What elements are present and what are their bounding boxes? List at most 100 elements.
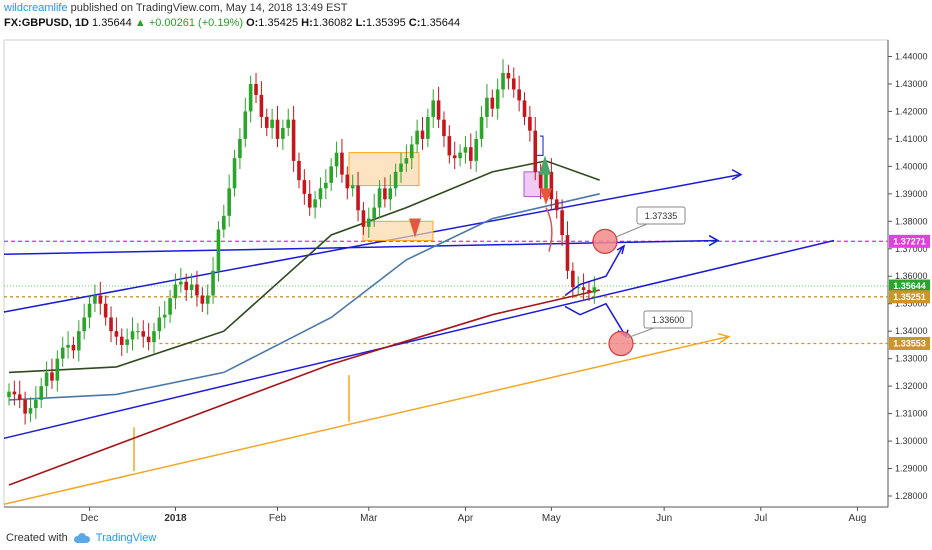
y-tick-label: 1.30000 bbox=[895, 436, 928, 446]
price-axis-badge bbox=[889, 336, 930, 350]
channel-arrow-icon bbox=[731, 168, 743, 181]
supply-zone-box bbox=[348, 152, 420, 187]
candle-body bbox=[243, 111, 248, 139]
down-arrow-icon bbox=[540, 188, 552, 205]
candle-body bbox=[361, 210, 366, 227]
candle-body bbox=[168, 298, 172, 315]
candle-body bbox=[538, 171, 543, 189]
lower-channel-line bbox=[3, 239, 835, 440]
candle-body bbox=[533, 130, 538, 172]
candle-body bbox=[592, 287, 597, 293]
y-tick-label: 1.42000 bbox=[895, 106, 928, 116]
curve-marker bbox=[545, 207, 553, 252]
candle-body bbox=[356, 185, 360, 211]
candle-body bbox=[318, 188, 323, 200]
annotation-box bbox=[636, 206, 686, 225]
y-tick-label: 1.32000 bbox=[895, 381, 928, 391]
x-tick-label: Mar bbox=[360, 513, 378, 524]
price-change: +0.00261 (+0.19%) bbox=[148, 17, 243, 29]
price-axis-badge bbox=[889, 234, 930, 248]
candle-body bbox=[463, 147, 468, 153]
candle-body bbox=[452, 155, 457, 159]
author-link[interactable]: wildcreamlife bbox=[4, 2, 68, 14]
candle-body bbox=[281, 127, 285, 139]
candle-body bbox=[587, 289, 591, 293]
candle-body bbox=[490, 97, 495, 109]
x-tick-label: Jul bbox=[754, 513, 767, 524]
low-label: L: bbox=[355, 17, 366, 29]
candle-body bbox=[495, 89, 500, 109]
demand-zone-box bbox=[362, 220, 434, 242]
candle-body bbox=[264, 116, 269, 128]
candle-body bbox=[420, 130, 425, 139]
candle-body bbox=[254, 83, 258, 95]
candle-body bbox=[146, 336, 151, 343]
target-circle-upper bbox=[592, 228, 618, 254]
candle-body bbox=[125, 339, 129, 345]
moving-average-long bbox=[8, 289, 600, 486]
candle-body bbox=[447, 136, 452, 156]
down-arrow-icon bbox=[409, 218, 421, 238]
candle-body bbox=[248, 83, 253, 112]
up-arrow-icon bbox=[539, 155, 551, 175]
candle-body bbox=[340, 152, 344, 175]
price-axis-badge bbox=[889, 290, 930, 304]
candle-body bbox=[103, 303, 108, 318]
candle-body bbox=[506, 72, 511, 79]
tradingview-brand-link[interactable]: TradingView bbox=[95, 532, 157, 544]
annotation-label: 1.37335 bbox=[645, 211, 678, 221]
candle-body bbox=[275, 119, 280, 139]
candle-body bbox=[415, 130, 419, 145]
x-tick-label: Jun bbox=[656, 513, 672, 524]
candle-body bbox=[77, 331, 81, 351]
bracket-line bbox=[537, 135, 544, 156]
projection-path-up bbox=[564, 245, 624, 297]
candle-body bbox=[560, 210, 564, 236]
candle-body bbox=[173, 284, 178, 299]
y-tick-label: 1.34000 bbox=[895, 326, 928, 336]
candle-body bbox=[189, 284, 194, 290]
candle-body bbox=[485, 97, 489, 117]
candle-body bbox=[517, 89, 521, 101]
candle-body bbox=[426, 116, 430, 139]
candle-body bbox=[109, 317, 113, 332]
upper-channel-line bbox=[3, 173, 741, 313]
high-value: 1.36082 bbox=[312, 17, 353, 29]
up-arrow-icon: ▲ bbox=[134, 17, 146, 29]
candle-body bbox=[55, 358, 60, 381]
open-label: O: bbox=[246, 17, 259, 29]
horizontal-arrow-icon bbox=[708, 234, 720, 247]
x-tick-label: Apr bbox=[458, 513, 474, 524]
open-value: 1.35425 bbox=[258, 17, 299, 29]
candle-body bbox=[544, 171, 548, 189]
candle-body bbox=[307, 193, 312, 208]
candle-body bbox=[82, 317, 86, 332]
candle-body bbox=[71, 344, 76, 351]
price-axis-badge-label: 1.33553 bbox=[893, 338, 926, 348]
x-tick-label: Aug bbox=[849, 513, 867, 524]
candle-body bbox=[157, 317, 162, 332]
candle-body bbox=[238, 138, 242, 159]
candle-body bbox=[286, 119, 291, 128]
low-value: 1.35395 bbox=[365, 17, 406, 29]
y-tick-label: 1.35000 bbox=[895, 299, 928, 309]
candle-body bbox=[399, 163, 403, 172]
last-price: 1.35644 bbox=[92, 17, 132, 29]
candle-body bbox=[7, 391, 11, 398]
candle-body bbox=[23, 399, 27, 414]
candle-body bbox=[511, 78, 516, 90]
projection-path-down bbox=[564, 302, 627, 338]
orange-arrow-icon bbox=[717, 332, 731, 344]
candle-body bbox=[227, 188, 231, 216]
candle-body bbox=[383, 188, 387, 200]
candle-body bbox=[270, 119, 274, 128]
candle-body bbox=[114, 331, 119, 337]
candle-body bbox=[60, 347, 65, 359]
x-tick-label: Feb bbox=[269, 513, 287, 524]
candle-body bbox=[232, 158, 237, 189]
price-axis-badge bbox=[889, 279, 930, 293]
candle-body bbox=[388, 188, 393, 200]
candle-body bbox=[259, 94, 264, 117]
candle-body bbox=[141, 331, 146, 337]
